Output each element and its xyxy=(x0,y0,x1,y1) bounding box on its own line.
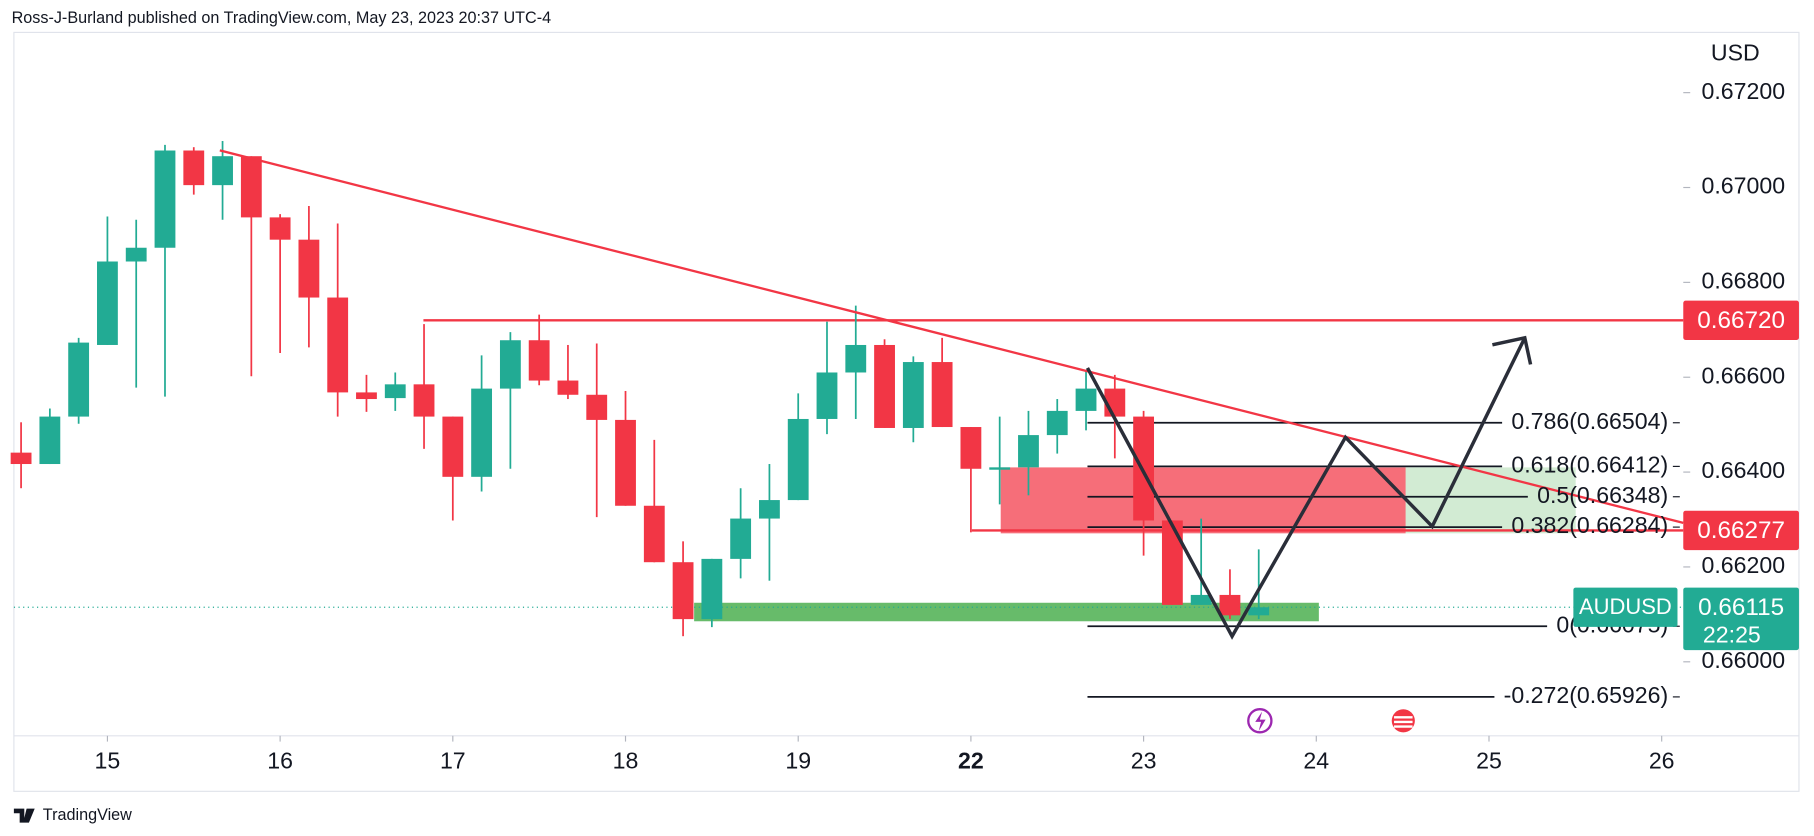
price-label-box xyxy=(1683,300,1799,340)
candle-body xyxy=(989,467,1011,470)
candle-body xyxy=(1075,388,1097,411)
y-tick-label: 0.67000 xyxy=(1701,173,1785,199)
frame xyxy=(13,31,1800,792)
x-tick-label: 19 xyxy=(785,748,811,774)
drawings-top xyxy=(219,149,1684,734)
x-tick-label: 17 xyxy=(440,748,466,774)
candle-body xyxy=(960,427,982,469)
candle-body xyxy=(125,247,147,262)
x-tick-label: 24 xyxy=(1303,748,1329,774)
candle-body xyxy=(384,384,406,399)
fib-label: -0.272(0.65926) xyxy=(1504,682,1669,708)
support-zone xyxy=(694,602,1319,622)
candle-body xyxy=(730,518,752,559)
y-tick-label: 0.66400 xyxy=(1701,457,1785,483)
candle-body xyxy=(672,562,694,620)
candle-body xyxy=(327,297,349,393)
candle-body xyxy=(413,384,435,417)
y-tick-label: 0.66800 xyxy=(1701,267,1785,293)
x-tick-label: 23 xyxy=(1131,748,1157,774)
x-tick-label: 16 xyxy=(267,748,293,774)
candle-body xyxy=(1161,520,1183,605)
candle-body xyxy=(1219,594,1241,616)
fib-label: 0.786(0.66504) xyxy=(1511,408,1668,434)
price-label-box xyxy=(1683,510,1799,551)
arrow-head xyxy=(1492,335,1533,365)
y-axis-label: USD xyxy=(1711,39,1760,65)
candle-body xyxy=(701,558,723,620)
trendline xyxy=(219,149,1684,525)
candle-body xyxy=(615,419,636,506)
price-label: 0.66277 xyxy=(1697,517,1785,544)
candle-body xyxy=(816,372,838,419)
candle-body xyxy=(240,156,262,218)
x-tick-label: 22 xyxy=(958,748,984,774)
x-tick-label: 25 xyxy=(1476,748,1502,774)
supply-zone xyxy=(1000,467,1406,534)
y-tick-label: 0.66000 xyxy=(1701,647,1785,673)
drawings xyxy=(694,467,1576,622)
candle-body xyxy=(298,239,320,298)
fib-label: 0.618(0.66412) xyxy=(1511,452,1668,478)
footer: TradingView xyxy=(43,806,132,824)
fib-label: 0.5(0.66348) xyxy=(1537,482,1668,508)
candle-body xyxy=(1046,410,1068,436)
candle-body xyxy=(154,150,176,248)
candle-body xyxy=(557,380,579,395)
candle-body xyxy=(1190,594,1212,605)
flag-stripes xyxy=(1394,716,1413,728)
candle-body xyxy=(68,342,90,417)
candle-body xyxy=(931,362,953,428)
last-price-label: 0.66115 xyxy=(1698,594,1784,621)
fib-label: 0.382(0.66284) xyxy=(1511,512,1668,538)
candle-body xyxy=(759,500,780,519)
candle-body xyxy=(1018,435,1039,468)
candle-body xyxy=(586,394,608,420)
x-tick-label: 26 xyxy=(1649,748,1675,774)
candle-body xyxy=(39,416,61,465)
y-tick-label: 0.66200 xyxy=(1701,552,1785,578)
lightning xyxy=(1255,711,1266,732)
price-label: 0.66720 xyxy=(1697,307,1785,334)
candle-body xyxy=(442,416,464,477)
candle-body xyxy=(269,217,291,240)
candle-body xyxy=(10,452,32,465)
x-tick-label: 15 xyxy=(95,748,121,774)
candle-body xyxy=(471,388,493,477)
x-tick-label: 18 xyxy=(613,748,639,774)
symbol-label: AUDUSD xyxy=(1579,594,1672,619)
candle-body xyxy=(902,362,924,428)
candle-body xyxy=(845,344,867,373)
symbol-box xyxy=(1573,587,1678,627)
candle-body xyxy=(97,261,118,345)
last-price-box xyxy=(1683,587,1799,651)
candle-body xyxy=(499,340,521,389)
candle-body xyxy=(643,505,665,563)
candle-body xyxy=(874,344,895,428)
logo xyxy=(13,808,35,823)
candle-body xyxy=(212,156,233,186)
candle-body xyxy=(528,340,550,381)
projection-path xyxy=(1085,337,1527,640)
header: Ross-J-Burland published on TradingView.… xyxy=(12,9,552,27)
y-tick-label: 0.66600 xyxy=(1701,362,1785,388)
y-tick-label: 0.67200 xyxy=(1701,78,1785,104)
candle-body xyxy=(787,418,809,501)
candle-body xyxy=(183,150,205,186)
candle-body xyxy=(356,392,377,400)
candle-body xyxy=(1248,607,1270,616)
countdown: 22:25 xyxy=(1703,621,1761,647)
